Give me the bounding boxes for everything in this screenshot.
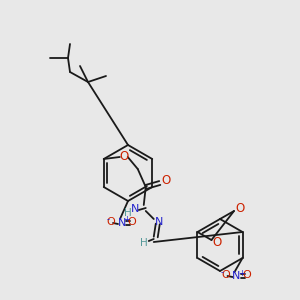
Text: N: N xyxy=(118,218,126,228)
Text: -: - xyxy=(106,215,110,224)
Text: O: O xyxy=(106,217,116,227)
Text: O: O xyxy=(242,270,251,280)
Text: N: N xyxy=(130,204,139,214)
Text: O: O xyxy=(221,270,230,280)
Text: +: + xyxy=(124,215,130,224)
Text: +: + xyxy=(238,268,245,278)
Text: H: H xyxy=(124,208,132,218)
Text: -: - xyxy=(221,268,224,278)
Text: O: O xyxy=(161,175,170,188)
Text: O: O xyxy=(128,217,136,227)
Text: O: O xyxy=(119,149,128,163)
Text: O: O xyxy=(213,236,222,248)
Text: H: H xyxy=(140,238,148,248)
Text: N: N xyxy=(154,217,163,227)
Text: N: N xyxy=(232,271,241,281)
Text: O: O xyxy=(236,202,244,215)
